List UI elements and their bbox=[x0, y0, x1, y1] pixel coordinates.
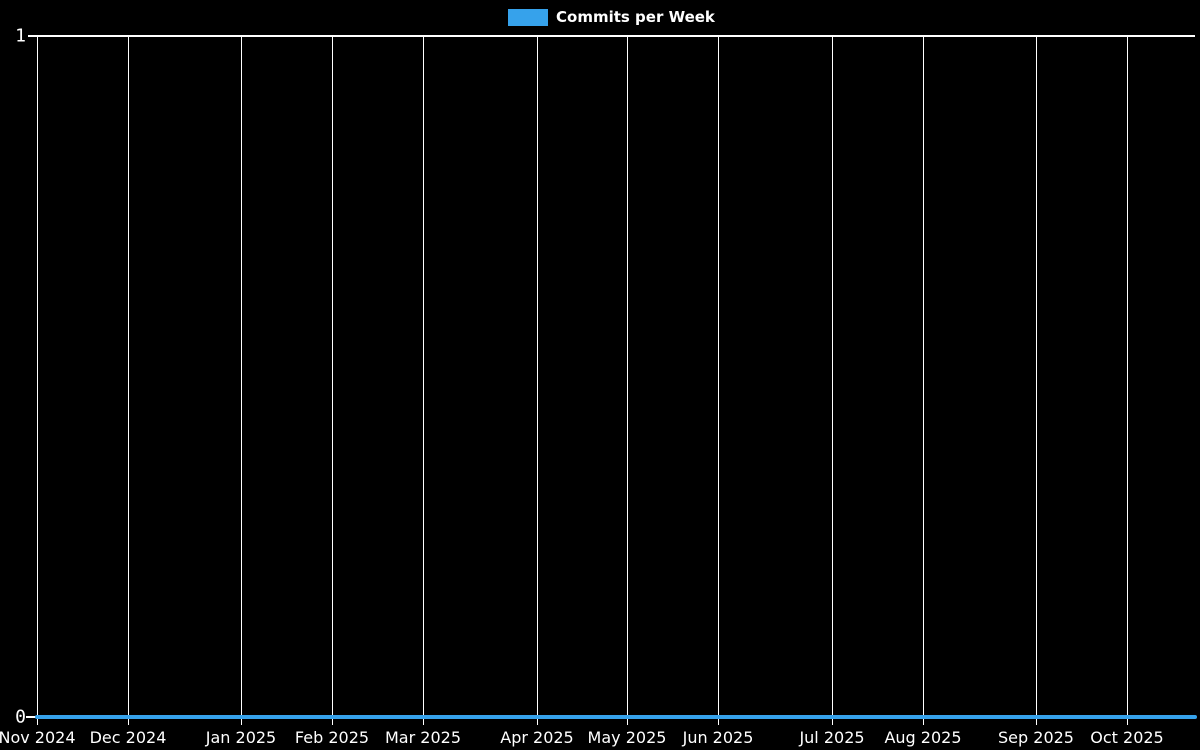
y-axis-label: 0 bbox=[15, 707, 26, 728]
x-axis-label: Nov 2024 bbox=[0, 728, 76, 747]
x-axis-label: Jun 2025 bbox=[682, 728, 754, 747]
x-axis-label: Mar 2025 bbox=[385, 728, 461, 747]
x-axis-label: Aug 2025 bbox=[884, 728, 961, 747]
chart-legend-item[interactable]: Commits per Week bbox=[508, 9, 715, 26]
x-axis-label: Dec 2024 bbox=[90, 728, 167, 747]
x-axis-label: May 2025 bbox=[588, 728, 667, 747]
x-axis-label: Sep 2025 bbox=[998, 728, 1074, 747]
x-axis-label: Feb 2025 bbox=[295, 728, 369, 747]
x-axis-label: Apr 2025 bbox=[500, 728, 573, 747]
x-axis-label: Oct 2025 bbox=[1090, 728, 1163, 747]
y-axis-label: 1 bbox=[15, 26, 26, 47]
x-axis-label: Jan 2025 bbox=[205, 728, 276, 747]
legend-color-swatch-icon bbox=[508, 9, 548, 26]
x-axis-label: Jul 2025 bbox=[798, 728, 864, 747]
legend-label: Commits per Week bbox=[556, 8, 715, 26]
